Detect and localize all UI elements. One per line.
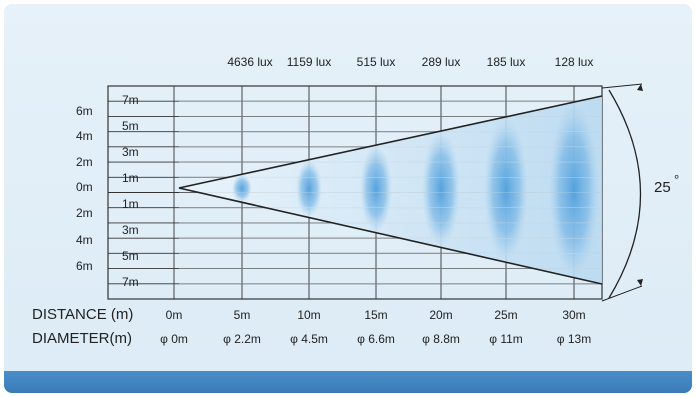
- left-axis-label: 2m: [76, 155, 93, 169]
- light-spot: [484, 116, 528, 263]
- distance-value: 15m: [364, 308, 387, 322]
- lux-label: 185 lux: [487, 55, 526, 69]
- left-axis-label: 0m: [76, 180, 93, 194]
- inner-axis-label: 3m: [122, 145, 139, 159]
- light-spot: [232, 174, 252, 203]
- footer-bar: [4, 371, 692, 393]
- inner-axis-label: 5m: [122, 119, 139, 133]
- beam-angle-bottom-tick: [601, 285, 643, 302]
- beam-diagram: 4636 lux 1159 lux 515 lux 289 lux 185 lux 128…: [32, 55, 679, 347]
- left-axis-label: 6m: [76, 104, 93, 118]
- left-axis-label: 2m: [76, 206, 93, 220]
- distance-value: 20m: [429, 308, 452, 322]
- beam-angle-arc: [608, 89, 642, 299]
- lux-label: 515 lux: [357, 55, 396, 69]
- beam-diagram-panel: 4636 lux 1159 lux 515 lux 289 lux 185 lux 128…: [4, 4, 692, 393]
- diameter-value: φ 2.2m: [223, 332, 261, 346]
- distance-diameter-table: DISTANCE (m) DIAMETER(m) 0m 5m 10m 15m 20m 25…: [32, 306, 591, 347]
- inner-axis-label: 7m: [122, 275, 139, 289]
- light-spot: [549, 102, 599, 278]
- distance-value: 10m: [297, 308, 320, 322]
- lux-label: 4636 lux: [227, 55, 272, 69]
- inner-axis-labels: 7m 5m 3m 1m 1m 3m 5m 7m: [122, 93, 139, 289]
- light-beam-cone: [178, 95, 603, 285]
- diameter-value: φ 4.5m: [290, 332, 328, 346]
- inner-axis-label: 7m: [122, 93, 139, 107]
- beam-lower-edge: [178, 187, 603, 285]
- beam-angle-unit: °: [674, 172, 679, 187]
- light-spot: [360, 145, 392, 233]
- diameter-value: φ 6.6m: [357, 332, 395, 346]
- left-axis-label: 4m: [76, 129, 93, 143]
- distance-value: 5m: [234, 308, 251, 322]
- lux-label: 128 lux: [555, 55, 594, 69]
- beam-angle-indicator: 25 °: [601, 83, 679, 302]
- beam-angle-top-tick: [601, 83, 643, 89]
- diameter-value: φ 8.8m: [422, 332, 460, 346]
- beam-angle-value: 25: [654, 179, 671, 196]
- lux-label: 1159 lux: [287, 55, 331, 69]
- inner-axis-label: 3m: [122, 223, 139, 237]
- distance-row-title: DISTANCE (m): [32, 306, 133, 323]
- left-axis-labels: 6m 4m 2m 0m 2m 4m 6m: [76, 104, 93, 273]
- diameter-row-title: DIAMETER(m): [32, 330, 132, 347]
- diameter-value: φ 11m: [489, 332, 523, 346]
- lux-labels-row: 4636 lux 1159 lux 515 lux 289 lux 185 lux 128…: [227, 55, 593, 69]
- inner-axis-label: 5m: [122, 249, 139, 263]
- distance-value: 0m: [166, 308, 183, 322]
- light-spot: [296, 159, 322, 218]
- arrow-up-icon: [637, 84, 643, 91]
- inner-axis-label: 1m: [122, 171, 139, 185]
- inner-axis-label: 1m: [122, 197, 139, 211]
- arrow-down-icon: [637, 279, 643, 286]
- distance-value: 25m: [494, 308, 517, 322]
- light-spot: [422, 131, 460, 248]
- left-axis-label: 4m: [76, 233, 93, 247]
- beam-upper-edge: [178, 95, 603, 189]
- left-axis-label: 6m: [76, 259, 93, 273]
- diameter-value: φ 0m: [160, 332, 188, 346]
- distance-value: 30m: [562, 308, 585, 322]
- lux-label: 289 lux: [422, 55, 461, 69]
- diameter-value: φ 13m: [557, 332, 591, 346]
